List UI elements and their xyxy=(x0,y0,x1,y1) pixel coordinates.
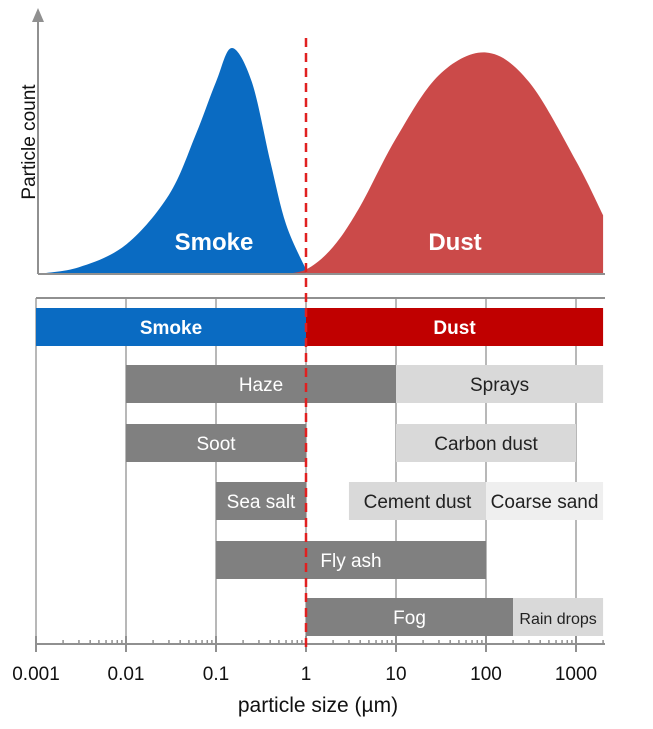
range-bars: Smoke Dust Haze Sprays Soot Carbon dust Sea sa… xyxy=(36,308,604,636)
x-tick-label: 10 xyxy=(385,664,406,685)
curve-label-dust: Dust xyxy=(428,229,481,256)
range-label-cement-dust: Cement dust xyxy=(364,492,472,513)
range-bar-sea-salt xyxy=(216,482,306,520)
x-tick-label: 0.001 xyxy=(12,664,60,685)
range-bar-haze xyxy=(126,365,396,403)
range-label-fog: Fog xyxy=(393,608,426,629)
range-bar-smoke xyxy=(36,308,306,346)
range-label-dust: Dust xyxy=(433,318,476,339)
vertical-gridlines xyxy=(35,298,577,644)
range-bar-cement-dust xyxy=(348,482,486,520)
range-label-rain-drops: Rain drops xyxy=(519,611,596,628)
y-axis-label: Particle count xyxy=(19,84,40,200)
range-label-haze: Haze xyxy=(239,375,283,396)
range-bar-carbon-dust xyxy=(396,424,576,462)
range-label-carbon-dust: Carbon dust xyxy=(434,434,538,455)
x-axis-ticks: 0.001 0.01 0.1 1 10 100 1000 xyxy=(12,636,604,685)
x-tick-label: 1 xyxy=(301,664,312,685)
x-tick-label: 100 xyxy=(470,664,502,685)
range-label-smoke: Smoke xyxy=(140,318,202,339)
x-tick-label: 0.1 xyxy=(203,664,229,685)
range-label-sea-salt: Sea salt xyxy=(227,492,296,513)
range-bar-fly-ash xyxy=(216,541,486,579)
range-panel: Smoke Dust Haze Sprays Soot Carbon dust Sea sa… xyxy=(12,297,605,717)
y-axis-arrow-icon xyxy=(32,8,44,22)
curve-label-smoke: Smoke xyxy=(175,229,254,256)
x-axis-label: particle size (µm) xyxy=(238,694,398,717)
range-label-soot: Soot xyxy=(196,434,236,455)
curve-smoke xyxy=(36,48,306,274)
range-bar-sprays xyxy=(396,365,604,403)
x-tick-label: 1000 xyxy=(555,664,597,685)
range-label-sprays: Sprays xyxy=(470,375,529,396)
range-bar-coarse-sand xyxy=(486,482,604,520)
range-bar-fog xyxy=(306,598,514,636)
range-bar-dust xyxy=(306,308,604,346)
distribution-curves xyxy=(36,48,604,274)
range-bar-soot xyxy=(126,424,306,462)
x-tick-label: 0.01 xyxy=(108,664,145,685)
curve-labels: Smoke Dust xyxy=(175,229,482,256)
range-bar-rain-drops xyxy=(513,598,604,636)
curve-dust xyxy=(278,52,604,274)
range-label-coarse-sand: Coarse sand xyxy=(491,492,599,513)
range-label-fly-ash: Fly ash xyxy=(320,551,381,572)
distribution-panel: Particle count Smoke Dust xyxy=(19,8,605,275)
